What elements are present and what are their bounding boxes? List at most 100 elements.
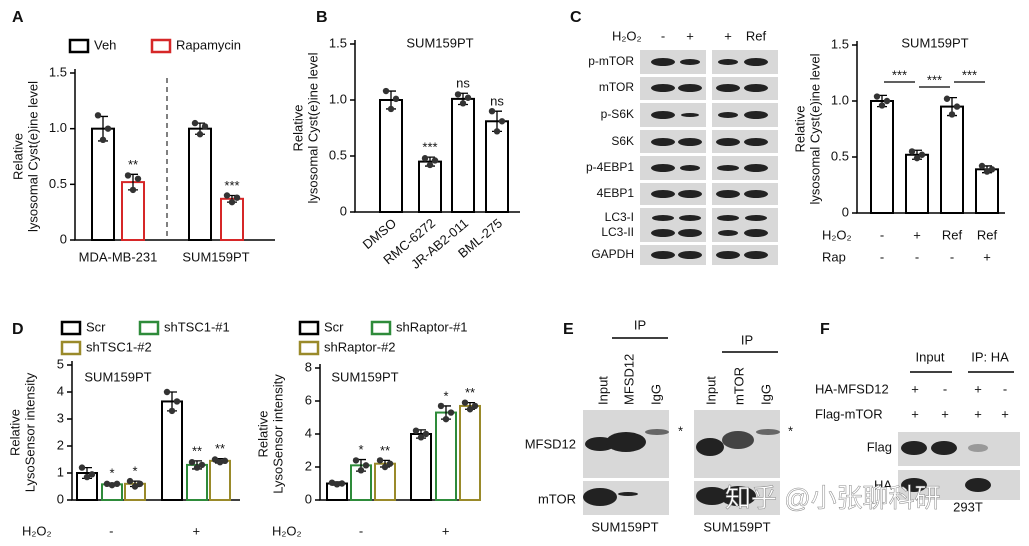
- legend-swatch: [370, 320, 392, 336]
- data-point: [193, 464, 201, 471]
- data-point: [466, 406, 474, 413]
- y-tick-label: 4: [305, 425, 312, 440]
- row-value: +: [941, 406, 949, 421]
- data-point: [104, 125, 112, 132]
- y-tick-label: 0: [340, 203, 347, 218]
- row-label: GAPDH: [591, 247, 634, 261]
- bar: [435, 411, 457, 501]
- data-point: [376, 457, 384, 464]
- bar: [870, 100, 894, 214]
- lane-label: MFSD12: [621, 354, 636, 405]
- y-axis-label: Relative: [792, 106, 807, 153]
- data-point: [878, 102, 886, 109]
- legend-label: shTSC1-#2: [86, 339, 152, 354]
- data-point: [191, 119, 199, 127]
- data-point: [488, 108, 496, 115]
- data-point: [201, 123, 209, 130]
- data-point: [333, 481, 341, 488]
- data-point: [221, 457, 229, 465]
- data-point: [136, 480, 144, 487]
- data-point: [387, 105, 395, 113]
- data-point: [196, 131, 204, 138]
- row-value: +: [974, 406, 982, 421]
- significance: *: [109, 465, 114, 480]
- data-point: [328, 479, 336, 486]
- legend-swatch: [68, 38, 90, 54]
- data-point: [113, 480, 121, 487]
- band-label: Flag: [867, 439, 892, 454]
- row-value: -: [943, 381, 947, 396]
- caption: SUM159PT: [591, 519, 658, 534]
- blot-header: H₂O₂: [612, 28, 642, 43]
- data-point: [223, 192, 231, 199]
- data-point: [188, 459, 196, 466]
- lane-label: mTOR: [731, 367, 746, 405]
- bar: [410, 433, 432, 501]
- data-point: [471, 402, 479, 410]
- y-axis-label: lysosomal Cyst(e)ine level: [807, 53, 822, 204]
- marker: *: [678, 423, 683, 438]
- legend-label: shRaptor-#2: [324, 339, 396, 354]
- y-axis-label: Relative: [290, 105, 305, 152]
- data-point: [386, 460, 394, 467]
- data-point: [83, 473, 91, 481]
- row-value: +: [911, 381, 919, 396]
- x-tick-label: +: [193, 523, 201, 538]
- row-value: +: [911, 406, 919, 421]
- bar: [975, 168, 999, 215]
- data-point: [163, 388, 171, 396]
- y-tick-label: 1.0: [831, 92, 849, 107]
- legend-label: shRaptor-#1: [396, 319, 468, 334]
- data-point: [953, 103, 961, 110]
- data-point: [216, 459, 224, 466]
- marker: *: [788, 423, 793, 438]
- caption: SUM159PT: [703, 519, 770, 534]
- legend-swatch: [138, 320, 160, 336]
- row-label: MFSD12: [525, 436, 576, 451]
- data-point: [124, 172, 132, 179]
- row-value: -: [950, 249, 954, 264]
- data-point: [431, 157, 439, 164]
- significance: **: [380, 443, 390, 458]
- row-label: H₂O₂: [822, 227, 852, 242]
- y-tick-label: 1.5: [49, 64, 67, 79]
- data-point: [908, 148, 916, 155]
- row-label: p-S6K: [601, 107, 634, 121]
- watermark: 知乎 @小张聊科研: [725, 483, 941, 513]
- data-point: [211, 456, 219, 463]
- legend-swatch: [60, 340, 82, 356]
- data-point: [94, 112, 102, 119]
- legend-label: Scr: [324, 319, 344, 334]
- comparison-label: ***: [892, 67, 907, 82]
- y-axis-label: Relative: [10, 133, 25, 180]
- ip-label: IP: [741, 332, 753, 347]
- row-label: LC3-I: [605, 210, 634, 224]
- row-value: Ref: [942, 227, 963, 242]
- blot-strips: [898, 432, 1020, 500]
- legend-swatch: [298, 320, 320, 336]
- data-point: [454, 91, 462, 98]
- y-tick-label: 1: [57, 464, 64, 479]
- significance: **: [192, 443, 202, 458]
- data-point: [168, 407, 176, 415]
- bar: [91, 127, 115, 242]
- y-tick-label: 6: [305, 392, 312, 407]
- bar: [161, 400, 183, 502]
- data-point: [426, 161, 434, 169]
- data-point: [392, 95, 400, 103]
- blot-strips: [583, 410, 780, 515]
- panel-label: B: [316, 9, 328, 26]
- y-tick-label: 1.5: [831, 36, 849, 51]
- data-point: [338, 480, 346, 487]
- y-tick-label: 0.5: [831, 148, 849, 163]
- data-point: [461, 399, 469, 406]
- data-point: [357, 467, 365, 474]
- x-tick-label: -: [109, 523, 113, 538]
- bar: [379, 99, 403, 213]
- blot-strips: [640, 50, 778, 265]
- data-point: [362, 462, 370, 469]
- data-point: [134, 175, 142, 182]
- data-point: [464, 94, 472, 101]
- chart-title: SUM159PT: [331, 369, 398, 384]
- data-point: [352, 457, 360, 464]
